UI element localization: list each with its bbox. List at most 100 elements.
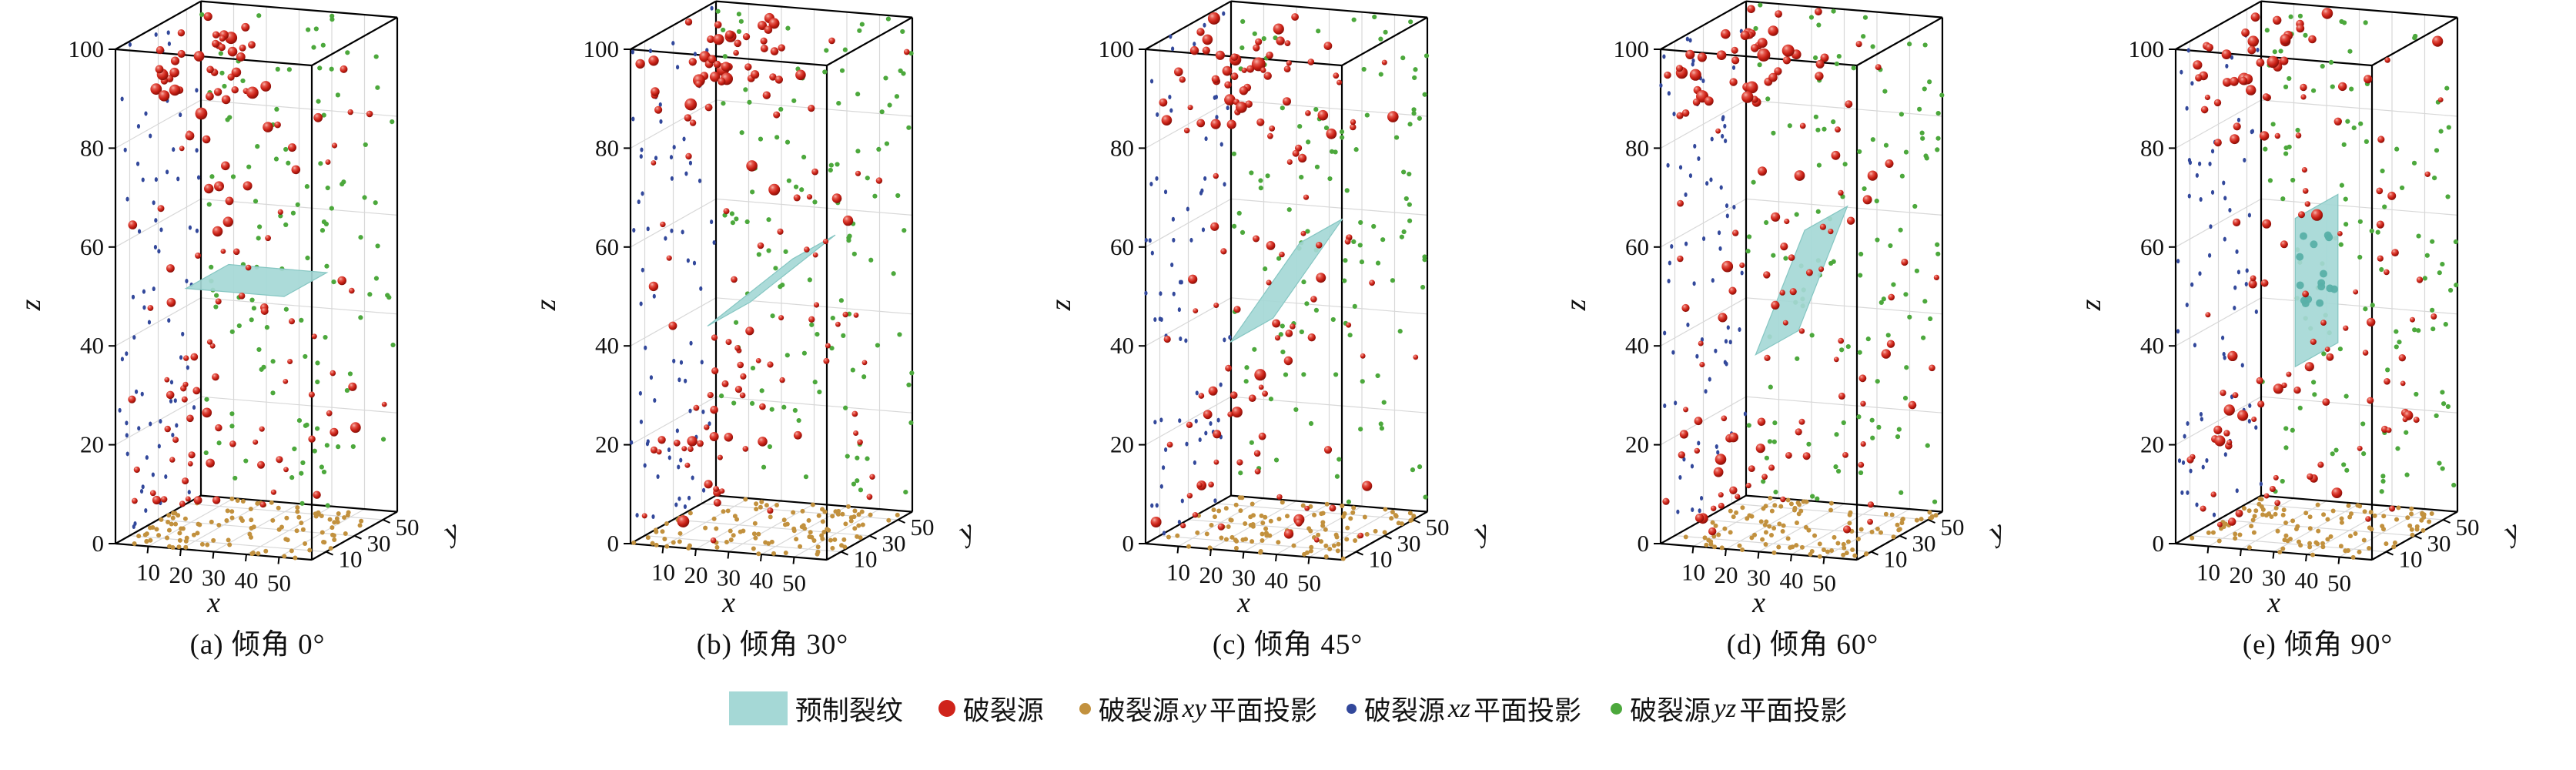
- svg-text:50: 50: [267, 570, 291, 597]
- svg-text:10: 10: [1884, 546, 1908, 573]
- svg-text:30: 30: [367, 530, 391, 557]
- svg-text:x: x: [2267, 587, 2280, 616]
- svg-text:10: 10: [136, 559, 160, 586]
- red-dot-icon: [938, 700, 955, 717]
- svg-text:50: 50: [2456, 514, 2480, 541]
- svg-text:10: 10: [1369, 546, 1393, 573]
- legend: 预制裂纹 破裂源 破裂源 xy 平面投影 破裂源 xz 平面投影 破裂源 yz 平面投影: [0, 662, 2576, 755]
- svg-text:20: 20: [1199, 561, 1223, 588]
- svg-text:x: x: [1236, 587, 1250, 616]
- green-dot-icon: [1611, 702, 1623, 715]
- svg-text:100: 100: [69, 35, 105, 62]
- svg-text:30: 30: [717, 564, 741, 591]
- legend-label: 预制裂纹: [795, 695, 903, 726]
- svg-text:10: 10: [2399, 546, 2423, 573]
- svg-text:0: 0: [2153, 530, 2165, 557]
- svg-text:30: 30: [1232, 564, 1256, 591]
- svg-text:50: 50: [1941, 514, 1965, 541]
- svg-text:30: 30: [1397, 530, 1421, 557]
- svg-text:40: 40: [1625, 332, 1649, 359]
- svg-text:30: 30: [1747, 564, 1771, 591]
- svg-text:50: 50: [1297, 570, 1321, 597]
- plot-panel-a: 0 20 40 60 80 100 10 20 30 40 50 10 30 50 z x y (a) 倾角 0…: [0, 0, 515, 662]
- svg-text:30: 30: [1912, 530, 1936, 557]
- svg-text:10: 10: [339, 546, 363, 573]
- orange-dot-icon: [1079, 702, 1091, 715]
- svg-text:z: z: [15, 299, 47, 311]
- svg-text:40: 40: [1265, 567, 1289, 594]
- plot-panel-e: 0 20 40 60 80 100 10 20 30 40 50 10 30 50 z x y (e) 倾角 9…: [2060, 0, 2575, 662]
- legend-label: 破裂源: [1630, 695, 1711, 726]
- svg-text:y: y: [2495, 514, 2525, 550]
- svg-text:20: 20: [684, 561, 708, 588]
- panel-caption: (e) 倾角 90°: [2242, 629, 2394, 661]
- svg-text:80: 80: [1110, 134, 1134, 161]
- svg-text:40: 40: [750, 567, 774, 594]
- svg-text:20: 20: [2230, 561, 2253, 588]
- svg-text:0: 0: [1638, 530, 1650, 557]
- svg-text:60: 60: [80, 233, 104, 260]
- svg-text:80: 80: [80, 134, 104, 161]
- svg-text:30: 30: [882, 530, 906, 557]
- svg-text:60: 60: [1625, 233, 1649, 260]
- legend-item-xy-projection: 破裂源 xy 平面投影: [1079, 689, 1317, 728]
- blue-dot-icon: [1346, 703, 1357, 714]
- svg-text:50: 50: [1812, 570, 1836, 597]
- svg-text:20: 20: [80, 431, 104, 458]
- svg-text:100: 100: [2129, 35, 2165, 62]
- svg-text:z: z: [2075, 299, 2107, 311]
- svg-text:60: 60: [595, 233, 619, 260]
- panel-caption: (a) 倾角 0°: [189, 629, 326, 661]
- svg-text:40: 40: [595, 332, 619, 359]
- svg-text:30: 30: [202, 564, 226, 591]
- svg-text:y: y: [1465, 514, 1495, 550]
- crack-swatch: [728, 691, 788, 725]
- svg-text:20: 20: [1715, 561, 1738, 588]
- svg-text:20: 20: [595, 431, 619, 458]
- svg-text:z: z: [1045, 299, 1077, 311]
- svg-text:100: 100: [584, 35, 620, 62]
- svg-text:100: 100: [1099, 35, 1135, 62]
- legend-item-crack: 预制裂纹: [728, 689, 909, 728]
- svg-text:50: 50: [2327, 570, 2351, 597]
- svg-text:50: 50: [782, 570, 806, 597]
- svg-text:50: 50: [1426, 514, 1450, 541]
- svg-text:y: y: [435, 514, 465, 550]
- svg-text:40: 40: [2295, 567, 2319, 594]
- svg-text:40: 40: [80, 332, 104, 359]
- svg-text:80: 80: [2140, 134, 2164, 161]
- svg-text:y: y: [950, 514, 980, 550]
- legend-item-xz-projection: 破裂源 xz 平面投影: [1346, 689, 1581, 728]
- svg-text:y: y: [1980, 514, 2010, 550]
- svg-text:10: 10: [1681, 559, 1705, 586]
- panel-row: 0 20 40 60 80 100 10 20 30 40 50 10 30 50 z x y (a) 倾角 0…: [0, 0, 2575, 662]
- svg-text:30: 30: [2427, 530, 2451, 557]
- legend-label: 破裂源: [1098, 695, 1179, 726]
- svg-text:30: 30: [2262, 564, 2286, 591]
- svg-text:0: 0: [92, 530, 105, 557]
- plot-panel-d: 0 20 40 60 80 100 10 20 30 40 50 10 30 50 z x y (d) 倾角 6…: [1545, 0, 2060, 662]
- svg-text:20: 20: [1625, 431, 1649, 458]
- plot-panel-b: 0 20 40 60 80 100 10 20 30 40 50 10 30 50 z x y (b) 倾角 3…: [515, 0, 1030, 662]
- svg-text:60: 60: [1110, 233, 1134, 260]
- svg-text:x: x: [1751, 587, 1765, 616]
- svg-text:50: 50: [396, 514, 420, 541]
- svg-text:40: 40: [1780, 567, 1804, 594]
- svg-text:10: 10: [2196, 559, 2220, 586]
- svg-text:80: 80: [595, 134, 619, 161]
- svg-text:40: 40: [235, 567, 259, 594]
- svg-text:x: x: [206, 587, 220, 616]
- legend-label: 破裂源: [1363, 695, 1445, 726]
- legend-item-source: 破裂源: [938, 689, 1050, 728]
- panel-caption: (b) 倾角 30°: [696, 629, 849, 661]
- plot-panel-c: 0 20 40 60 80 100 10 20 30 40 50 10 30 50 z x y (c) 倾角 4…: [1030, 0, 1545, 662]
- svg-text:20: 20: [169, 561, 193, 588]
- legend-label: 破裂源: [962, 695, 1044, 726]
- svg-text:60: 60: [2140, 233, 2164, 260]
